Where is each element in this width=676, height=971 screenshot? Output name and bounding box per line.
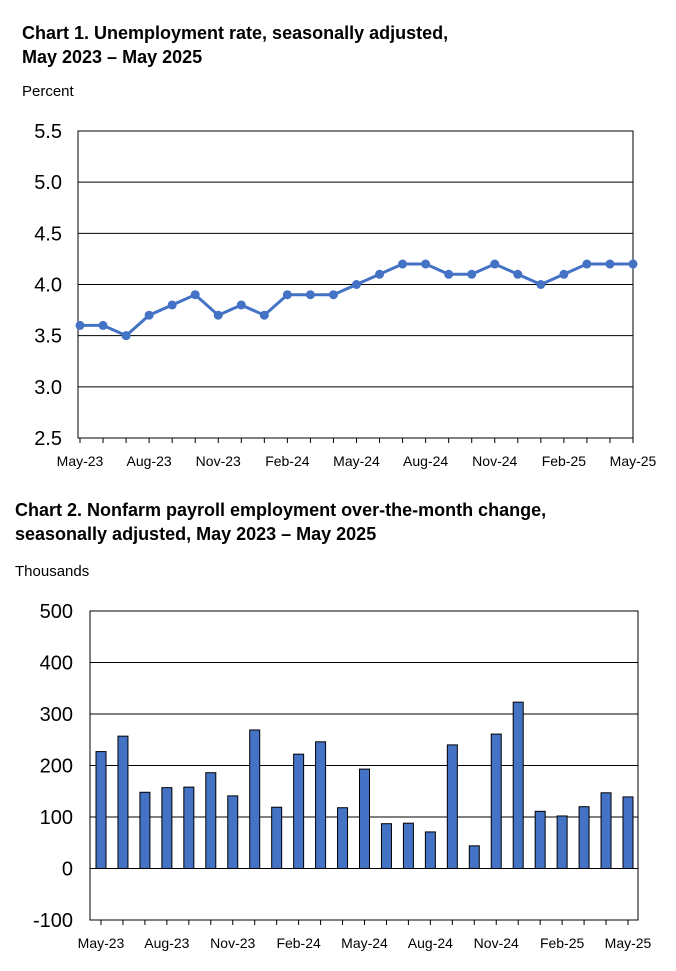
chart1-ytick-label: 4.5 [34, 223, 62, 245]
chart2-bar [139, 791, 151, 870]
chart2-bar [556, 815, 568, 869]
chart1-ytick-label: 3.0 [34, 377, 62, 399]
chart2-title: Chart 2. Nonfarm payroll employment over… [15, 498, 546, 546]
chart1-data-point [213, 310, 223, 320]
chart2-ytick-label: 200 [40, 756, 73, 778]
chart2-xtick-label: May-24 [341, 935, 388, 951]
chart1-data-point [236, 300, 246, 310]
chart2-bar [337, 807, 349, 869]
chart2-bar [468, 845, 480, 870]
chart2-bar [161, 787, 173, 870]
chart2-bar [622, 796, 634, 869]
chart1-data-point [282, 290, 292, 300]
chart1-data-point [121, 331, 131, 341]
chart1-xtick-label: May-25 [610, 453, 657, 469]
chart2-title-line1: Chart 2. Nonfarm payroll employment over… [15, 500, 547, 520]
chart1-ytick-label: 3.5 [34, 326, 62, 348]
chart1-data-point [536, 280, 546, 289]
chart2-xtick-label: Nov-23 [210, 935, 255, 951]
chart1-xtick-label: Feb-24 [265, 453, 310, 469]
chart1-plot-frame [77, 130, 634, 439]
chart1-data-point [352, 280, 361, 289]
chart1-data-point [444, 269, 454, 279]
chart2-title-line2: seasonally adjusted, May 2023 – May 2025 [15, 524, 377, 544]
chart2-xtick-label: Feb-24 [276, 935, 321, 951]
chart2-bar [117, 735, 129, 870]
chart1-xtick-label: May-24 [333, 453, 380, 469]
chart2-ytick-label: -100 [33, 910, 73, 932]
chart1-ytick-label: 2.5 [34, 428, 62, 450]
chart1-ylabel: Percent [22, 83, 74, 100]
chart2-xtick-label: Aug-23 [144, 935, 189, 951]
chart1-data-point [559, 269, 569, 279]
chart2-bar [293, 753, 305, 869]
chart2-xtick-label: Aug-24 [408, 935, 453, 951]
chart2-bar [600, 792, 612, 869]
chart2-xtick-label: Nov-24 [474, 935, 519, 951]
chart1-data-point [98, 320, 108, 330]
chart2-xtick-label: Feb-25 [540, 935, 585, 951]
chart1-title-line2: May 2023 – May 2025 [22, 47, 203, 67]
chart2-ytick-label: 0 [62, 859, 73, 881]
chart2-ytick-label: 100 [40, 807, 73, 829]
chart1-data-point [398, 259, 408, 269]
chart1-data-point [490, 259, 500, 269]
chart1-series-line [80, 262, 633, 338]
chart1-xtick-label: Nov-24 [472, 453, 517, 469]
chart2-xtick-label: May-25 [605, 935, 652, 951]
chart1-xtick-label: Aug-23 [127, 453, 172, 469]
chart1-data-point [467, 269, 477, 279]
chart1-title-line1: Chart 1. Unemployment rate, seasonally a… [22, 23, 449, 43]
chart2-bar [183, 786, 195, 870]
chart2-bar [249, 729, 261, 870]
chart2-ytick-label: 500 [40, 601, 73, 623]
chart1-data-point [167, 300, 177, 310]
chart2-ylabel: Thousands [15, 563, 90, 580]
chart2-bar [512, 701, 524, 870]
chart2-bar [578, 806, 590, 870]
chart2-bar [446, 744, 458, 870]
chart1-xtick-label: May-23 [57, 453, 104, 469]
chart1-data-point [582, 259, 592, 269]
chart1-data-point [605, 259, 615, 269]
chart1-data-point [75, 320, 85, 330]
chart2-ytick-label: 300 [40, 704, 73, 726]
chart1-data-point [328, 290, 338, 300]
chart1-xtick-label: Feb-25 [542, 453, 587, 469]
chart1-data-point [421, 259, 431, 269]
chart1-data-point [259, 310, 269, 320]
chart2-bar [205, 772, 217, 870]
chart2-bar [95, 751, 107, 869]
chart2-bar [534, 810, 546, 870]
chart1-ytick-label: 5.0 [34, 172, 62, 194]
chart2-ytick-label: 400 [40, 653, 73, 675]
chart2-bar [380, 823, 392, 870]
chart2-bar [359, 768, 370, 869]
chart2-bar [227, 795, 239, 870]
chart2-bar [315, 741, 327, 869]
chart1-ytick-label: 4.0 [34, 275, 62, 297]
chart1-data-point [628, 259, 638, 269]
chart1-title: Chart 1. Unemployment rate, seasonally a… [22, 21, 448, 69]
chart1-data-point [375, 269, 385, 279]
chart1-data-point [513, 269, 523, 279]
chart2-bar [271, 806, 283, 870]
chart2-bar [402, 822, 414, 869]
chart1-data-point [190, 290, 200, 300]
chart2-xtick-label: May-23 [78, 935, 125, 951]
chart2-bar [424, 831, 436, 869]
chart2-bar [490, 733, 502, 870]
chart1-ytick-label: 5.5 [34, 121, 62, 143]
chart1-data-point [305, 290, 315, 300]
chart1-xtick-label: Aug-24 [403, 453, 448, 469]
chart1-xtick-label: Nov-23 [196, 453, 241, 469]
chart1-data-point [144, 310, 154, 320]
